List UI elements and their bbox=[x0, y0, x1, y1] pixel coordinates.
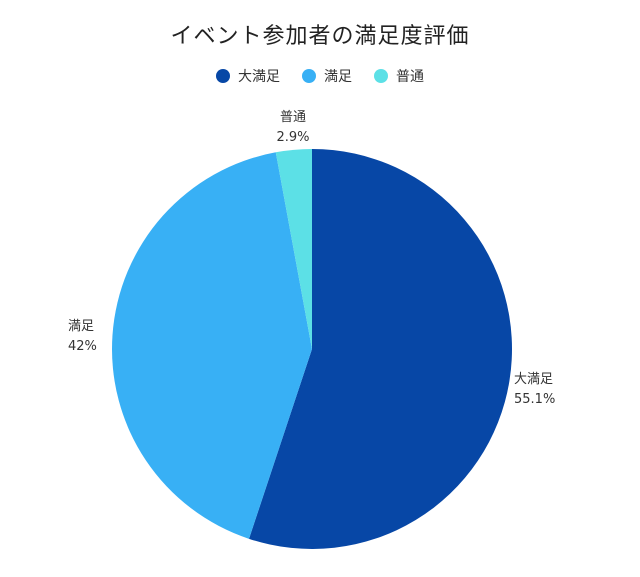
slice-value-futsuu: 2.9% bbox=[276, 130, 309, 145]
legend-swatch-manzoku bbox=[302, 69, 316, 83]
legend-label-futsuu: 普通 bbox=[396, 69, 424, 85]
legend-swatch-futsuu bbox=[374, 69, 388, 83]
slice-value-manzoku: 42% bbox=[68, 339, 97, 354]
pie-slice-daimanzoku[interactable] bbox=[249, 149, 513, 549]
chart-title: イベント参加者の満足度評価 bbox=[170, 24, 470, 49]
legend-item-daimanzoku[interactable]: 大満足 bbox=[216, 66, 280, 86]
legend-label-manzoku: 満足 bbox=[324, 69, 352, 85]
slice-label-daimanzoku: 大満足 bbox=[514, 372, 553, 387]
legend: 大満足 満足 普通 bbox=[0, 66, 640, 86]
slice-label-manzoku: 満足 bbox=[68, 319, 94, 334]
pie-slice-manzoku[interactable] bbox=[111, 152, 312, 539]
legend-label-daimanzoku: 大満足 bbox=[238, 69, 280, 85]
legend-item-futsuu[interactable]: 普通 bbox=[374, 66, 424, 86]
legend-swatch-daimanzoku bbox=[216, 69, 230, 83]
pie-slice-futsuu[interactable] bbox=[275, 149, 312, 349]
slice-value-daimanzoku: 55.1% bbox=[514, 392, 555, 407]
legend-item-manzoku[interactable]: 満足 bbox=[302, 66, 352, 86]
slice-label-futsuu: 普通 bbox=[280, 110, 306, 125]
